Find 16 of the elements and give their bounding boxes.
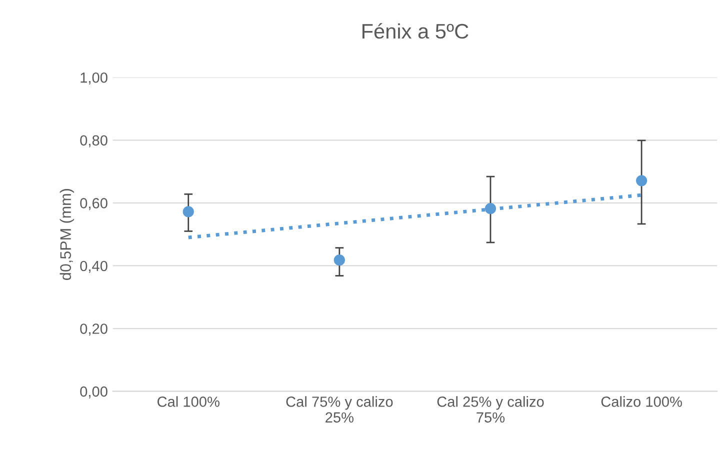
chart-title: Fénix a 5ºC bbox=[362, 23, 468, 39]
point bbox=[636, 175, 648, 186]
y-tick-label: 0,60 bbox=[80, 198, 108, 210]
point bbox=[182, 206, 194, 218]
x-tick-label: Cal 100% bbox=[157, 396, 220, 407]
x-tick-label: Calizo 100% bbox=[601, 396, 682, 407]
x-tick-label: Cal 75% y calizo 25% bbox=[286, 396, 393, 423]
line-series bbox=[186, 193, 644, 240]
point bbox=[334, 254, 345, 266]
y-tick-label: 0,20 bbox=[80, 324, 108, 336]
y-tick-label: 0,80 bbox=[80, 135, 108, 148]
y-tick-label: 0,00 bbox=[80, 386, 108, 398]
y-tick-label: 0,40 bbox=[80, 260, 108, 273]
y-tick-label: 1,00 bbox=[80, 72, 108, 84]
y-axis-title: d0,5PM (mm) bbox=[60, 189, 74, 280]
x-tick-label: Cal 25% y calizo 75% bbox=[437, 396, 544, 423]
